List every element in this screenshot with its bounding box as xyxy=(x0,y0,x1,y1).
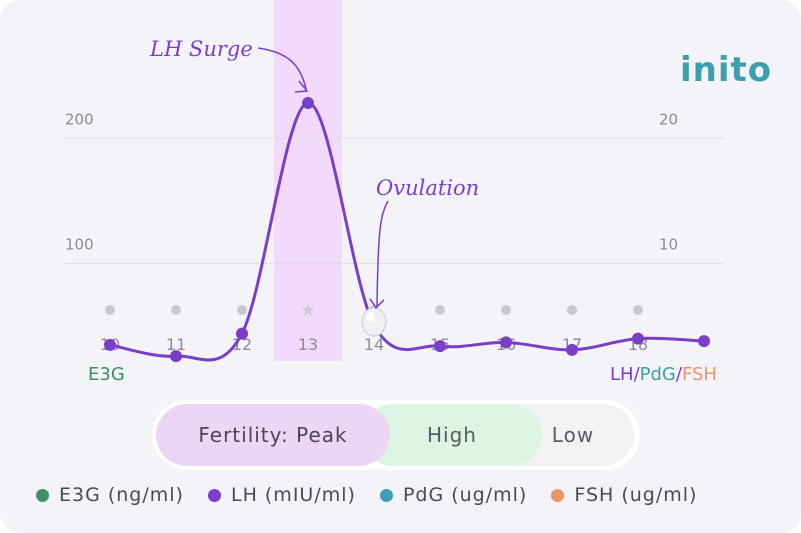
ovulation-arrowhead xyxy=(369,298,385,309)
right-tick-label: 20 xyxy=(659,110,678,128)
e3g-marker xyxy=(237,305,247,315)
right-axis-lh: LH xyxy=(610,364,634,385)
legend-item-fsh: FSH (ug/ml) xyxy=(551,484,697,506)
star-icon: ★ xyxy=(300,301,315,321)
lh-point xyxy=(632,332,644,345)
lh-point xyxy=(104,338,116,351)
ovulation-arrow xyxy=(376,200,389,307)
ovulation-egg-icon xyxy=(361,307,387,337)
legend-label: FSH (ug/ml) xyxy=(574,484,698,506)
e3g-marker xyxy=(633,305,643,315)
e3g-marker xyxy=(501,305,511,315)
surge-arrowhead xyxy=(294,80,309,93)
legend: E3G (ng/ml) LH (mIU/ml) PdG (ug/ml) FSH … xyxy=(36,484,697,506)
fertility-high[interactable]: High xyxy=(362,404,542,466)
lh-point xyxy=(434,340,446,353)
legend-dot xyxy=(379,488,393,502)
legend-item-e3g: E3G (ng/ml) xyxy=(36,484,184,506)
left-axis-name: E3G xyxy=(88,364,125,385)
legend-label: LH (mIU/ml) xyxy=(230,484,356,506)
lh-point xyxy=(566,343,578,356)
lh-series-line xyxy=(109,101,705,362)
e3g-marker xyxy=(171,305,181,315)
right-axis-fsh: FSH xyxy=(681,364,717,385)
x-tick-label: 14 xyxy=(364,335,384,354)
fertility-peak[interactable]: Fertility: Peak xyxy=(156,404,390,466)
highlight-band xyxy=(274,0,342,361)
egg-highlight xyxy=(367,311,375,322)
lh-point xyxy=(500,336,512,349)
e3g-marker xyxy=(435,305,445,315)
legend-item-pdg: PdG (ug/ml) xyxy=(379,484,528,506)
left-tick-label: 200 xyxy=(65,110,94,128)
e3g-marker xyxy=(567,305,577,315)
x-tick-label: 11 xyxy=(166,335,186,354)
right-axis-pdg: PdG xyxy=(639,364,676,385)
legend-label: PdG (ug/ml) xyxy=(402,484,528,506)
right-tick-label: 10 xyxy=(659,236,678,254)
lh-point xyxy=(698,335,710,348)
lh-surge-annotation: LH Surge xyxy=(149,37,253,61)
e3g-marker xyxy=(105,305,115,315)
surge-arrow xyxy=(257,47,307,90)
axis-separator: / xyxy=(633,364,640,385)
lh-point xyxy=(302,97,314,109)
ovulation-annotation: Ovulation xyxy=(376,176,479,200)
legend-dot xyxy=(207,488,221,502)
lh-point xyxy=(236,327,248,340)
axis-separator: / xyxy=(675,364,682,385)
left-tick-label: 100 xyxy=(65,236,94,254)
legend-dot xyxy=(551,488,565,502)
legend-item-lh: LH (mIU/ml) xyxy=(207,484,356,506)
right-axis-names: LH/PdG/FSH xyxy=(610,364,717,385)
fertility-bar: Low High Fertility: Peak xyxy=(152,400,640,470)
lh-point xyxy=(170,350,182,363)
legend-label: E3G (ng/ml) xyxy=(59,484,184,506)
legend-dot xyxy=(36,488,49,502)
x-tick-label: 13 xyxy=(298,335,318,354)
inito-logo: inito xyxy=(680,50,773,90)
